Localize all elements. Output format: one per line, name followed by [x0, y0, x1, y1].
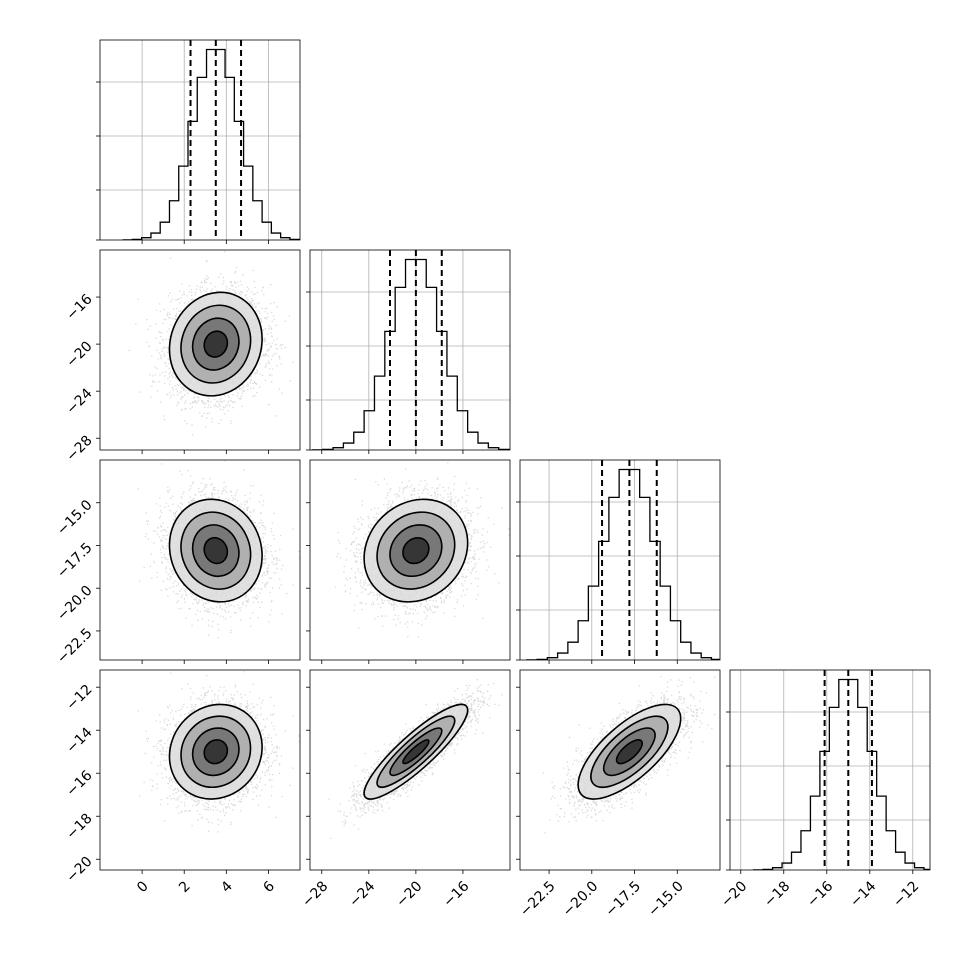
ytick-label-3-4: −12 [63, 682, 95, 714]
histogram-0 [122, 48, 300, 240]
xtick-label-3-2: −16 [804, 878, 836, 910]
histogram-panel-1 [306, 249, 511, 454]
ytick-label-3-3: −14 [63, 724, 95, 756]
ytick-label-1-3: −16 [63, 291, 95, 323]
scatter-3-1-frame [309, 669, 511, 871]
scatter-3-0-frame [99, 669, 301, 871]
scatter-panel-3-0 [96, 669, 301, 874]
ytick-label-1-0: −28 [63, 433, 95, 465]
ytick-label-1-1: −24 [63, 385, 95, 417]
xtick-label-3-1: −18 [761, 878, 793, 910]
xtick-label-0-2: 4 [218, 878, 236, 896]
ytick-label-2-1: −20.0 [54, 583, 96, 625]
xtick-label-2-2: −17.5 [602, 878, 644, 920]
xtick-label-1-1: −24 [346, 878, 378, 910]
ytick-label-2-3: −15.0 [54, 497, 96, 539]
contour-2-1-0 [402, 536, 430, 565]
xtick-label-3-3: −14 [847, 878, 879, 910]
ytick-label-2-2: −17.5 [54, 540, 96, 582]
contour-2-0-0 [203, 536, 229, 565]
contour-3-0-0 [203, 739, 229, 765]
ytick-label-1-2: −20 [63, 338, 95, 370]
histogram-panel-0 [96, 39, 301, 244]
xtick-label-2-1: −20.0 [560, 878, 602, 920]
histogram-3 [753, 678, 930, 870]
scatter-1-0-frame [99, 249, 301, 451]
scatter-panel-2-1 [306, 459, 511, 664]
scatter-2-1-frame [309, 459, 511, 661]
xtick-label-3-4: −12 [890, 878, 922, 910]
ytick-label-3-0: −20 [63, 854, 95, 886]
xtick-label-0-1: 2 [176, 878, 194, 896]
xtick-label-1-3: −16 [440, 878, 472, 910]
ytick-label-3-1: −18 [63, 811, 95, 843]
scatter-3-2-frame [519, 669, 721, 871]
histogram-2 [526, 468, 720, 660]
xtick-label-1-0: −28 [299, 878, 331, 910]
histogram-panel-2 [516, 459, 721, 664]
ytick-label-2-0: −22.5 [54, 625, 96, 667]
xtick-label-1-2: −20 [393, 878, 425, 910]
contour-1-0-0 [203, 330, 229, 358]
hist-1-frame [309, 249, 511, 451]
histogram-panel-3 [726, 669, 931, 874]
scatter-panel-1-0 [96, 249, 301, 454]
scatter-panel-3-2 [516, 669, 721, 874]
xtick-label-2-0: −22.5 [517, 878, 559, 920]
histogram-1 [311, 258, 510, 450]
hist-0-frame [99, 39, 301, 241]
contour-3-2-0 [615, 739, 644, 765]
xtick-label-0-0: 0 [134, 878, 152, 896]
scatter-panel-2-0 [96, 459, 301, 664]
hist-3-frame [729, 669, 931, 871]
xtick-label-2-3: −15.0 [645, 878, 687, 920]
scatter-panel-3-1 [306, 669, 511, 874]
scatter-2-0-frame [99, 459, 301, 661]
scatter-points-3-0 [137, 671, 300, 833]
xtick-label-0-3: 6 [260, 878, 278, 896]
ytick-label-3-2: −16 [63, 768, 95, 800]
contour-3-1-0 [402, 739, 430, 765]
hist-2-frame [519, 459, 721, 661]
xtick-label-3-0: −20 [718, 878, 750, 910]
